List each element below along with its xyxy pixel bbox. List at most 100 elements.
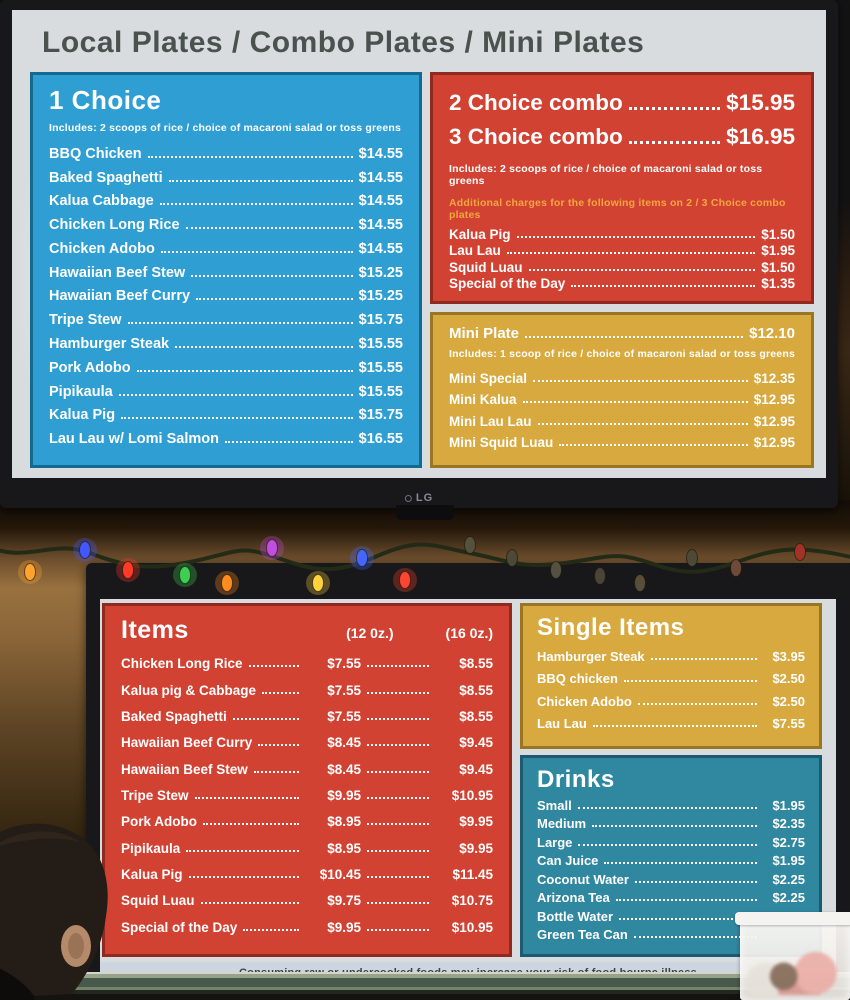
item-price: $1.50 — [761, 259, 795, 275]
item-price: $14.55 — [358, 217, 403, 234]
dotted-leader — [367, 849, 429, 852]
item-name: Lau Lau — [537, 715, 587, 731]
item-name: Chicken Adobo — [49, 240, 155, 257]
item-name: 2 Choice combo — [449, 90, 623, 116]
item-name: Chicken Long Rice — [121, 656, 243, 672]
item-name: Pipikaula — [49, 383, 113, 400]
menu-item-row: Arizona Tea $2.25 — [537, 890, 805, 905]
board-title: Local Plates / Combo Plates / Mini Plate… — [42, 26, 645, 59]
dotted-leader — [623, 680, 757, 683]
menu-board-bottom: Items (12 0z.) (16 0z.) Chicken Long Ric… — [86, 563, 850, 1000]
item-price: $1.50 — [761, 226, 795, 242]
item-price-16oz: $10.95 — [451, 919, 493, 935]
one-choice-includes: Includes: 2 scoops of rice / choice of m… — [49, 122, 402, 134]
dotted-leader — [619, 917, 757, 920]
dotted-leader — [159, 203, 353, 206]
dotted-leader — [633, 936, 757, 939]
dotted-leader — [367, 691, 429, 694]
counter-edge — [0, 972, 850, 1000]
item-price-16oz: $8.55 — [459, 708, 493, 724]
dotted-leader — [367, 796, 429, 799]
item-price-16oz: $9.95 — [459, 814, 493, 830]
one-choice-items: BBQ Chicken $14.55 Baked Spaghetti $14.5… — [49, 138, 403, 455]
menu-item-row: Chicken Long Rice $14.55 — [49, 217, 403, 233]
menu-item-row: Kalua Pig $1.50 — [449, 227, 795, 242]
item-price: $15.55 — [358, 336, 403, 353]
dotted-leader — [367, 717, 429, 720]
item-name: Medium — [537, 816, 587, 832]
top-panels: 1 Choice Includes: 2 scoops of rice / ch… — [30, 72, 814, 468]
single-items-title: Single Items — [537, 614, 685, 641]
combo-additional-note: Additional charges for the following ite… — [449, 197, 786, 221]
dotted-leader — [367, 928, 429, 931]
dotted-leader — [248, 665, 299, 668]
item-price: $15.75 — [358, 407, 403, 424]
menu-item-row: Lau Lau $7.55 — [537, 716, 805, 731]
item-price: $15.95 — [726, 90, 795, 116]
dotted-leader — [637, 702, 757, 705]
item-name: Mini Lau Lau — [449, 413, 532, 429]
combo-headlines: 2 Choice combo $15.95 3 Choice combo $16… — [449, 83, 795, 157]
item-price-16oz: $8.55 — [459, 682, 493, 698]
item-name: Hamburger Steak — [49, 336, 170, 353]
item-price-12oz: $10.45 — [319, 866, 361, 882]
item-price-12oz: $7.55 — [327, 682, 361, 698]
item-price: $15.25 — [358, 288, 403, 305]
item-price-12oz: $9.75 — [327, 893, 361, 909]
item-price: $12.10 — [749, 325, 795, 342]
item-price: $14.55 — [358, 240, 403, 257]
item-price-12oz: $8.95 — [327, 814, 361, 830]
item-name: Lau Lau — [449, 243, 501, 259]
combo-addon-items: Kalua Pig $1.50 Lau Lau $1.95 — [449, 225, 795, 293]
item-name: Kalua Pig — [449, 226, 511, 242]
item-price-12oz: $8.95 — [327, 840, 361, 856]
item-price: $7.55 — [772, 715, 805, 731]
item-name: Tripe Stew — [121, 787, 189, 803]
menu-item-row: Tripe Stew $15.75 — [49, 312, 403, 328]
christmas-lights — [0, 536, 850, 595]
menu-item-row: Mini Lau Lau $12.95 — [449, 414, 795, 429]
item-name: Chicken Long Rice — [49, 217, 180, 234]
dotted-leader — [127, 322, 353, 325]
drinks-title: Drinks — [537, 766, 615, 793]
dotted-leader — [203, 823, 299, 826]
menu-item-row: Squid Luau $1.50 — [449, 260, 795, 275]
dotted-leader — [516, 235, 756, 238]
item-price: $2.35 — [772, 816, 805, 832]
lg-logo: LG — [404, 492, 434, 504]
menu-item-row: Tripe Stew $9.95 $10.95 — [121, 788, 493, 803]
item-price: $12.95 — [753, 435, 795, 451]
menu-item-row: Hawaiian Beef Curry $8.45 $9.45 — [121, 735, 493, 750]
item-name: Special of the Day — [121, 919, 238, 935]
menu-item-row: Kalua Pig $10.45 $11.45 — [121, 867, 493, 882]
dotted-leader — [533, 379, 748, 382]
menu-item-row: Special of the Day $1.35 — [449, 276, 795, 291]
item-price: $16.95 — [726, 123, 795, 149]
dotted-leader — [191, 274, 353, 277]
lg-logo-text: LG — [415, 492, 434, 504]
single-items-rows: Hamburger Steak $3.95 BBQ chicken $2.50 — [537, 642, 805, 738]
menu-item-row: Mini Kalua $12.95 — [449, 392, 795, 407]
dotted-leader — [367, 902, 429, 905]
dotted-leader — [577, 806, 757, 809]
item-price: $15.55 — [358, 383, 403, 400]
item-price-16oz: $10.95 — [451, 787, 493, 803]
menu-item-row: Green Tea Can — [537, 927, 805, 942]
item-name: Kalua pig & Cabbage — [121, 682, 257, 698]
item-name: Baked Spaghetti — [49, 169, 163, 186]
item-price-12oz: $7.55 — [327, 708, 361, 724]
menu-item-row: Kalua Pig $15.75 — [49, 407, 403, 423]
bottom-screen: Items (12 0z.) (16 0z.) Chicken Long Ric… — [100, 599, 836, 1000]
dotted-leader — [136, 369, 353, 372]
dotted-leader — [571, 285, 756, 288]
dotted-leader — [506, 252, 756, 255]
item-name: Tripe Stew — [49, 312, 122, 329]
container-contents — [748, 946, 842, 995]
menu-item-row: Pork Adobo $15.55 — [49, 360, 403, 376]
item-name: Kalua Pig — [121, 866, 183, 882]
light-bulbs — [18, 536, 806, 595]
item-price-12oz: $8.45 — [327, 761, 361, 777]
item-name: Large — [537, 834, 573, 850]
dotted-leader — [592, 825, 757, 828]
